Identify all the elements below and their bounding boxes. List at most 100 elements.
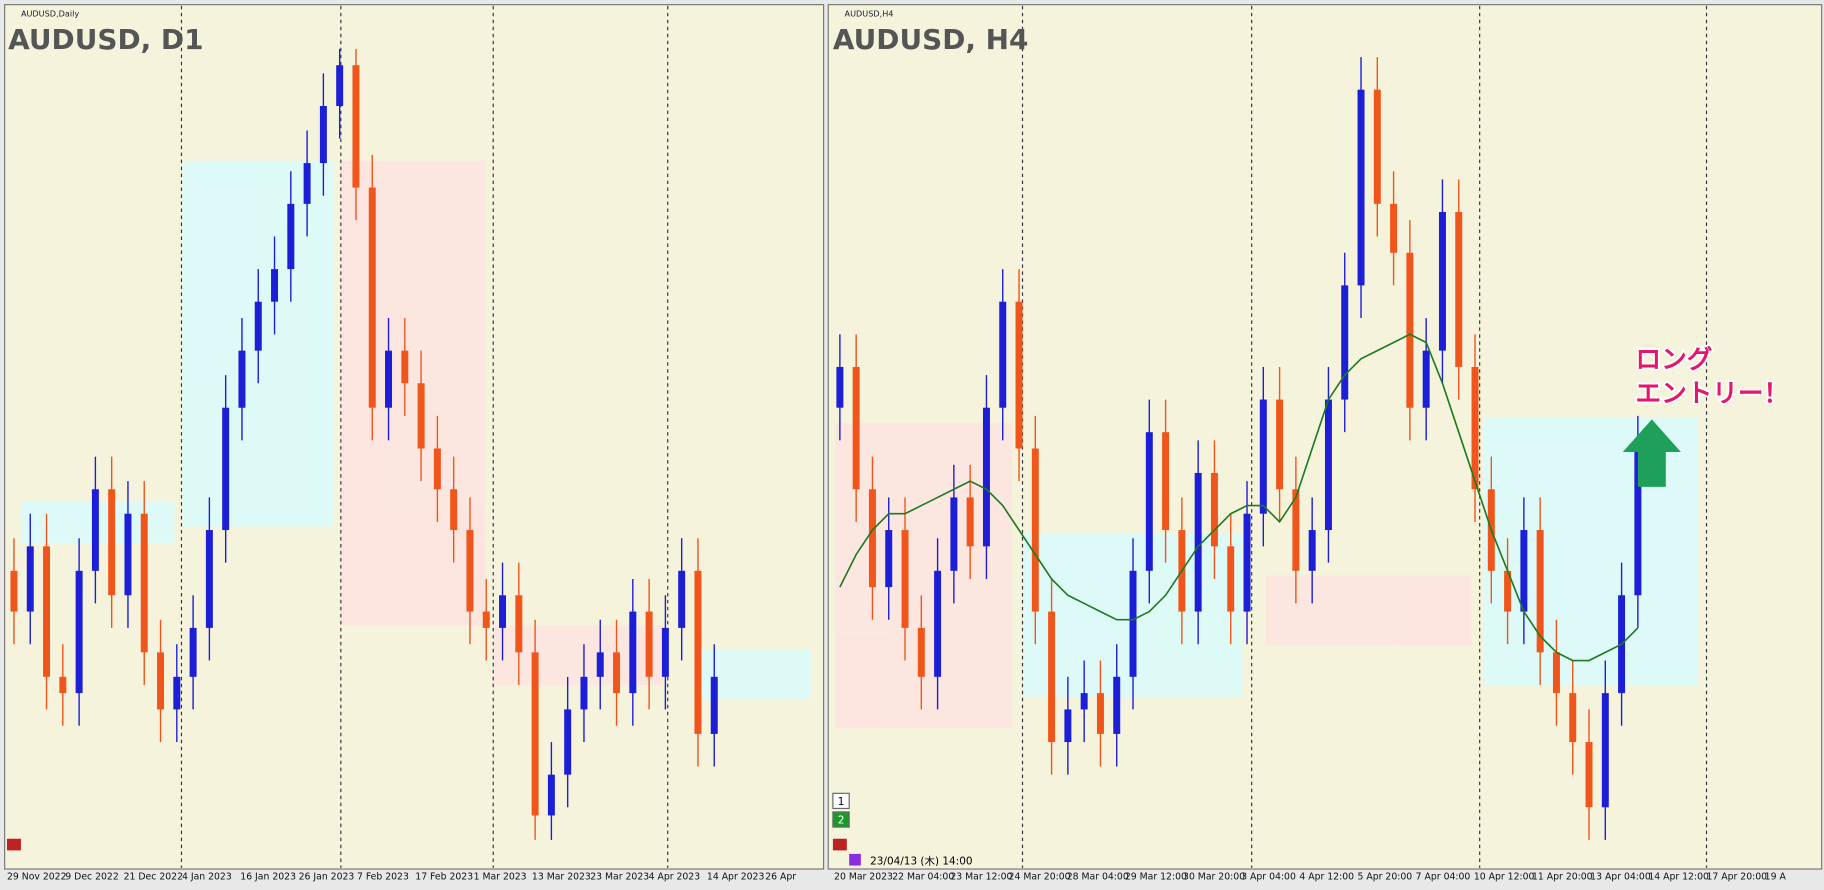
candle-body — [694, 570, 702, 734]
candle-body — [26, 546, 34, 612]
date-label: 13 Apr 04:00 — [1590, 872, 1651, 883]
candle-body — [499, 595, 507, 628]
candle-body — [1504, 570, 1512, 612]
candle-body — [1292, 489, 1300, 571]
zone — [835, 422, 1013, 729]
candle-body — [417, 383, 425, 449]
candle-body — [1373, 89, 1381, 204]
plot — [10, 48, 718, 840]
candle-body — [531, 652, 539, 816]
candle-body — [1227, 546, 1235, 612]
timestamp: 23/04/13 (木) 14:00 — [870, 855, 972, 867]
date-label: 13 Mar 2023 — [532, 872, 591, 883]
candle-body — [1194, 472, 1202, 612]
date-label: 21 Dec 2022 — [124, 872, 183, 883]
chart-title: AUDUSD, H4 — [833, 23, 1029, 56]
candle-body — [564, 709, 572, 775]
button-label[interactable]: 1 — [838, 796, 845, 808]
candle-body — [1406, 252, 1414, 408]
button[interactable] — [832, 792, 850, 810]
candle-body — [982, 407, 990, 547]
arrow-up — [1622, 419, 1681, 487]
candle-body — [254, 301, 262, 351]
zone — [340, 160, 486, 626]
button[interactable] — [832, 811, 850, 828]
date-label: 20 Mar 2023 — [834, 872, 893, 883]
candle-body — [271, 269, 279, 302]
date-label: 26 Jan 2023 — [299, 872, 355, 883]
candle-body — [157, 652, 165, 710]
date-label: 4 Apr 2023 — [649, 872, 701, 883]
date-label: 29 Nov 2022 — [7, 872, 67, 883]
candle-body — [1129, 570, 1137, 677]
candle-body — [1259, 399, 1267, 514]
chart-title: AUDUSD, D1 — [8, 23, 203, 56]
plot — [836, 57, 1642, 840]
candle-body — [1585, 742, 1593, 808]
date-label: 14 Apr 2023 — [707, 872, 765, 883]
annotation: エントリー！ — [1636, 379, 1790, 409]
candle-body — [59, 676, 67, 694]
candle-body — [1422, 350, 1430, 408]
candle-body — [1064, 709, 1072, 743]
candle-body — [613, 652, 621, 694]
candle-body — [1162, 432, 1170, 531]
date-label: 23 Mar 2023 — [590, 872, 649, 883]
candle-body — [885, 530, 893, 588]
icon[interactable] — [832, 838, 847, 851]
date-label: 17 Feb 2023 — [415, 872, 473, 883]
candle-body — [189, 627, 197, 677]
candle-body — [1552, 652, 1560, 694]
candle-body — [999, 301, 1007, 408]
date-label: 5 Apr 20:00 — [1358, 872, 1413, 883]
candle-body — [515, 595, 523, 653]
candle-body — [1015, 301, 1023, 449]
candle-body — [645, 611, 653, 677]
button-label[interactable]: 2 — [838, 815, 845, 827]
candle-body — [222, 407, 230, 531]
date-label: 11 Apr 20:00 — [1532, 872, 1593, 883]
candle-body — [385, 350, 393, 408]
candle-body — [1438, 212, 1446, 351]
date-label: 4 Apr 12:00 — [1299, 872, 1354, 883]
date-label: 23 Mar 12:00 — [950, 872, 1012, 883]
zone — [1265, 575, 1472, 646]
date-label: 7 Apr 04:00 — [1416, 872, 1471, 883]
candle-body — [917, 627, 925, 677]
icon[interactable] — [6, 838, 21, 851]
date-label: 24 Mar 20:00 — [1009, 872, 1071, 883]
candle-body — [124, 513, 132, 596]
date-label: 22 Mar 04:00 — [892, 872, 954, 883]
candle-body — [661, 627, 669, 677]
candle-body — [205, 530, 213, 628]
symbol-label: AUDUSD,H4 — [845, 8, 894, 18]
candle-body — [901, 530, 909, 628]
icon[interactable] — [849, 853, 861, 866]
candle-body — [950, 497, 958, 571]
candle-body — [140, 513, 148, 653]
candle-body — [91, 489, 99, 571]
candle-body — [108, 489, 116, 596]
candle-body — [1080, 693, 1088, 710]
candle-body — [10, 570, 18, 612]
candle-body — [1324, 399, 1332, 531]
candle-body — [1031, 448, 1039, 612]
date-label: 1 Mar 2023 — [474, 872, 527, 883]
date-label: 3 Apr 04:00 — [1241, 872, 1296, 883]
candle-body — [1113, 676, 1121, 734]
candle-body — [1455, 212, 1463, 367]
date-label: 30 Mar 20:00 — [1183, 872, 1245, 883]
candle-body — [433, 448, 441, 490]
candle-body — [710, 676, 718, 734]
symbol-label: AUDUSD,Daily — [21, 8, 79, 18]
candle-body — [336, 65, 344, 107]
candle-body — [852, 366, 860, 490]
candle-body — [1308, 530, 1316, 571]
candle-body — [450, 489, 458, 531]
candle-body — [1243, 513, 1251, 612]
date-label: 26 Apr — [765, 872, 796, 883]
date-label: 28 Mar 04:00 — [1067, 872, 1129, 883]
